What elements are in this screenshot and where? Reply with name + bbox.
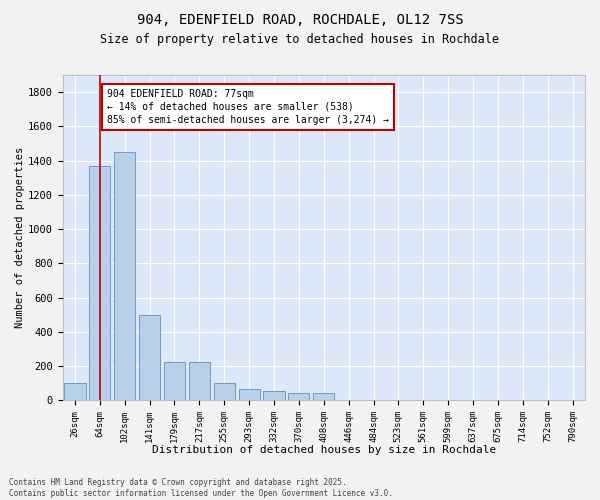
Text: Contains HM Land Registry data © Crown copyright and database right 2025.
Contai: Contains HM Land Registry data © Crown c… [9,478,393,498]
Text: 904 EDENFIELD ROAD: 77sqm
← 14% of detached houses are smaller (538)
85% of semi: 904 EDENFIELD ROAD: 77sqm ← 14% of detac… [107,88,389,125]
Bar [214,383,235,400]
Bar [114,152,135,400]
Bar [189,362,210,400]
Bar [64,383,86,400]
Bar [239,389,260,400]
Bar [164,362,185,400]
Bar [89,166,110,400]
Bar [313,394,334,400]
Text: Size of property relative to detached houses in Rochdale: Size of property relative to detached ho… [101,32,499,46]
Bar [139,314,160,400]
Text: 904, EDENFIELD ROAD, ROCHDALE, OL12 7SS: 904, EDENFIELD ROAD, ROCHDALE, OL12 7SS [137,12,463,26]
Bar [263,391,284,400]
X-axis label: Distribution of detached houses by size in Rochdale: Distribution of detached houses by size … [152,445,496,455]
Bar [288,394,310,400]
Y-axis label: Number of detached properties: Number of detached properties [15,147,25,328]
